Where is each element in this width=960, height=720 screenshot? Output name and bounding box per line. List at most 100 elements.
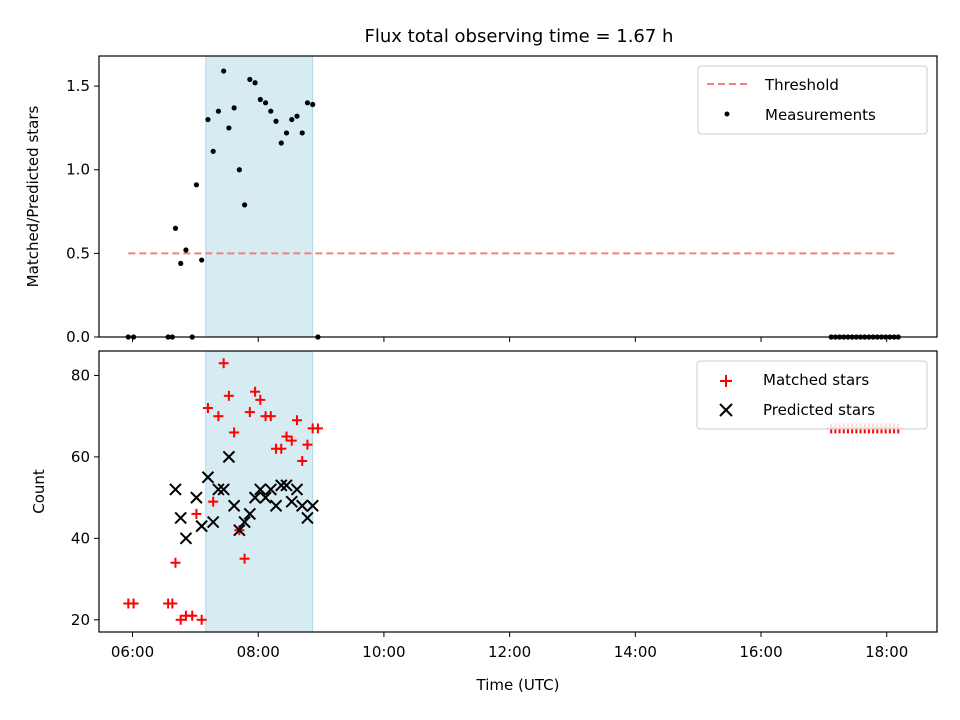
matched-point xyxy=(244,407,255,418)
matched-point xyxy=(312,423,323,434)
measurement-point xyxy=(215,108,222,114)
measurement-point xyxy=(268,108,274,114)
legend-box xyxy=(697,65,928,135)
matched-point xyxy=(175,614,186,625)
measurement-point xyxy=(226,125,232,131)
predicted-point xyxy=(301,511,314,525)
measurement-point xyxy=(199,257,205,263)
matched-point xyxy=(223,390,234,401)
matched-point xyxy=(281,431,292,442)
predicted-point xyxy=(275,479,288,492)
measurement-point xyxy=(304,100,311,106)
legend-predicted-label: Predicted stars xyxy=(763,401,875,419)
matched-point xyxy=(302,439,313,450)
measurement-point xyxy=(178,260,184,267)
predicted-point xyxy=(233,523,246,537)
x-tick-label: 12:00 xyxy=(488,643,531,661)
predicted-point xyxy=(238,515,251,529)
bottom-axes-frame xyxy=(98,350,938,633)
top-panel: 0.0 0.5 1.0 1.5 Matched/Predicted stars Thr… xyxy=(24,55,938,346)
matched-point xyxy=(250,386,261,397)
matched-point xyxy=(218,358,229,369)
measurement-point xyxy=(242,202,248,208)
matched-point xyxy=(196,614,207,625)
measurement-point xyxy=(310,101,316,108)
legend-measurements-swatch xyxy=(724,111,730,117)
predicted-point xyxy=(269,499,283,512)
measurement-point xyxy=(193,182,200,188)
matched-point xyxy=(167,598,178,609)
measurement-point xyxy=(299,130,305,136)
measurement-point xyxy=(289,116,295,123)
matched-point xyxy=(208,496,219,507)
measurement-point xyxy=(278,140,284,146)
predicted-point xyxy=(243,507,257,521)
y-tick-label: 0.0 xyxy=(66,328,90,346)
measurement-point xyxy=(252,80,258,86)
predicted-point xyxy=(206,515,220,529)
x-tick-label: 14:00 xyxy=(614,643,657,661)
measurement-point xyxy=(294,113,300,119)
predicted-point xyxy=(195,519,208,533)
measurement-point xyxy=(210,148,216,154)
x-tick-label: 18:00 xyxy=(865,643,908,661)
predicted-point xyxy=(285,495,298,508)
predicted-point xyxy=(259,491,272,504)
predicted-point xyxy=(169,483,182,496)
x-tick-label: 08:00 xyxy=(237,643,280,661)
matched-point xyxy=(191,508,202,519)
predicted-point xyxy=(290,483,304,496)
top-axes-frame xyxy=(98,55,938,338)
matched-point xyxy=(255,394,266,405)
measurement-point xyxy=(273,118,279,124)
matched-point xyxy=(286,435,297,446)
top-legend: Threshold Measurements xyxy=(697,65,928,135)
top-y-axis-label: Matched/Predicted stars xyxy=(24,106,42,288)
measurement-point xyxy=(231,105,237,111)
predicted-point xyxy=(174,511,187,525)
matched-point xyxy=(239,553,250,564)
predicted-point xyxy=(201,471,215,484)
y-tick-label: 80 xyxy=(71,366,90,384)
predicted-point xyxy=(179,532,193,545)
bottom-legend: Matched stars Predicted stars xyxy=(696,360,928,430)
predicted-point xyxy=(222,450,236,464)
legend-measurements-label: Measurements xyxy=(765,106,876,124)
matched-point xyxy=(187,610,198,621)
x-tick-label: 10:00 xyxy=(362,643,405,661)
measurement-point xyxy=(236,167,242,173)
predicted-point xyxy=(227,499,241,512)
matched-point xyxy=(170,557,181,568)
matched-point xyxy=(265,411,276,422)
y-tick-label: 40 xyxy=(71,529,90,547)
measurement-point xyxy=(257,96,263,103)
measurement-point xyxy=(262,100,269,106)
bottom-y-ticks: 20 40 60 80 xyxy=(71,366,99,629)
legend-box xyxy=(696,360,928,430)
matched-point xyxy=(276,443,287,454)
matched-point xyxy=(202,403,213,414)
predicted-stars-points xyxy=(169,450,319,545)
legend-predicted-swatch xyxy=(719,403,733,417)
x-axis-label: Time (UTC) xyxy=(476,676,560,694)
x-tick-label: 06:00 xyxy=(111,643,154,661)
matched-point xyxy=(229,427,240,438)
bottom-panel: 20 40 60 80 06:00 08:00 10:00 12:00 14:00 16:00 1… xyxy=(30,350,938,694)
predicted-point xyxy=(217,483,230,496)
x-tick-label: 16:00 xyxy=(739,643,782,661)
bottom-y-axis-label: Count xyxy=(30,469,48,514)
predicted-point xyxy=(306,499,319,512)
y-tick-label: 0.5 xyxy=(66,244,90,262)
matched-point xyxy=(291,415,302,426)
y-tick-label: 60 xyxy=(71,448,90,466)
predicted-point xyxy=(254,483,267,496)
predicted-point xyxy=(296,499,309,512)
measurement-point xyxy=(183,247,189,253)
y-tick-label: 20 xyxy=(71,611,90,629)
predicted-point xyxy=(190,491,203,504)
measurement-point xyxy=(221,68,227,74)
top-x-ticks xyxy=(132,337,888,342)
predicted-point xyxy=(264,483,277,496)
matched-point xyxy=(128,598,139,609)
